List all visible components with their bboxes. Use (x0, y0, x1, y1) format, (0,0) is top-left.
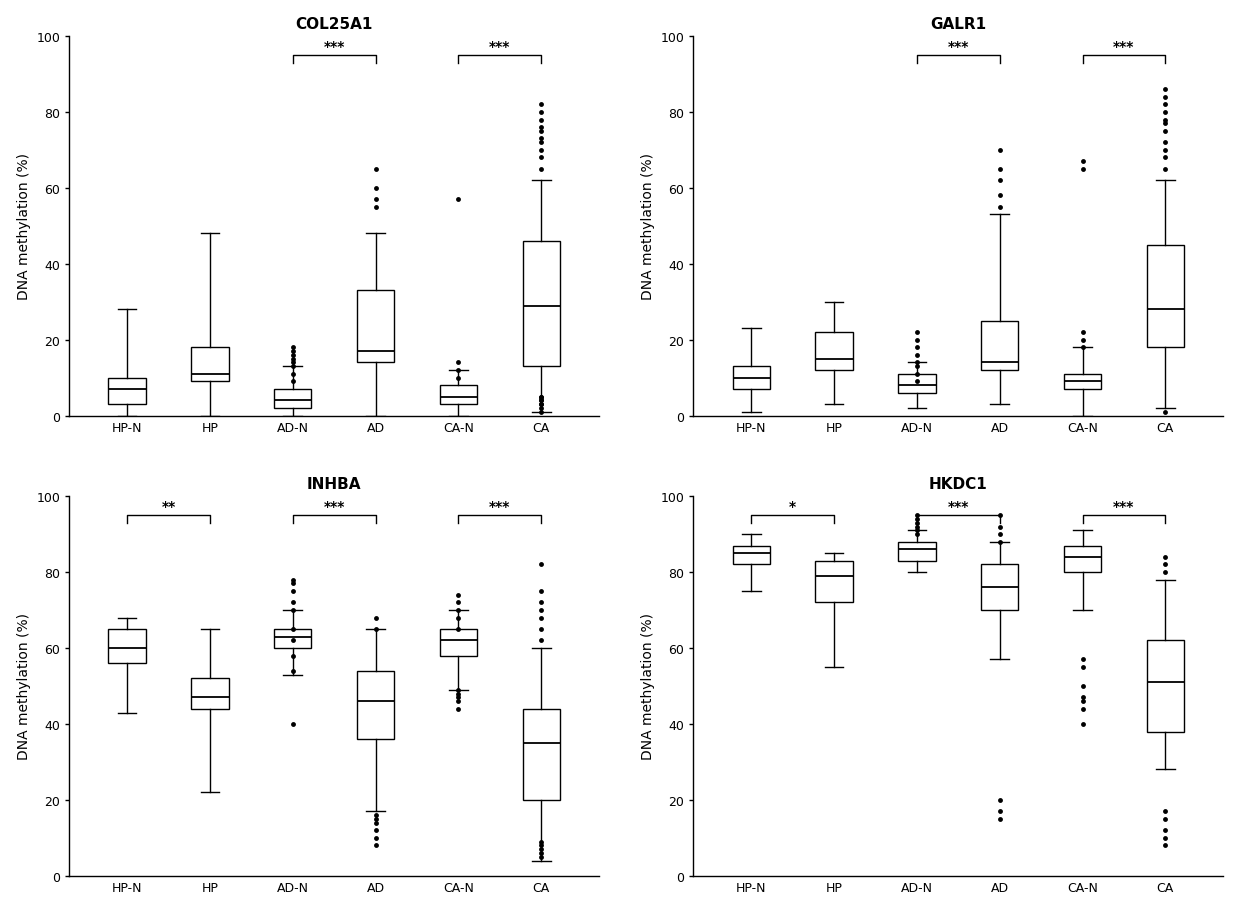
Text: *: * (789, 500, 796, 514)
Text: ***: *** (947, 500, 968, 514)
PathPatch shape (733, 367, 770, 390)
Title: COL25A1: COL25A1 (295, 16, 373, 32)
Text: ***: *** (947, 40, 968, 54)
PathPatch shape (981, 565, 1018, 610)
PathPatch shape (191, 679, 228, 709)
PathPatch shape (522, 241, 559, 367)
Y-axis label: DNA methylation (%): DNA methylation (%) (16, 613, 31, 760)
PathPatch shape (1064, 374, 1101, 390)
PathPatch shape (274, 390, 311, 408)
PathPatch shape (191, 348, 228, 382)
Title: HKDC1: HKDC1 (929, 476, 988, 491)
PathPatch shape (898, 542, 935, 561)
PathPatch shape (522, 709, 559, 800)
PathPatch shape (816, 561, 853, 603)
PathPatch shape (357, 291, 394, 363)
PathPatch shape (108, 378, 146, 404)
Title: INHBA: INHBA (306, 476, 361, 491)
Y-axis label: DNA methylation (%): DNA methylation (%) (641, 613, 655, 760)
PathPatch shape (1064, 546, 1101, 572)
Text: **: ** (161, 500, 176, 514)
PathPatch shape (357, 671, 394, 740)
Y-axis label: DNA methylation (%): DNA methylation (%) (16, 153, 31, 300)
PathPatch shape (733, 546, 770, 565)
PathPatch shape (274, 630, 311, 649)
PathPatch shape (981, 322, 1018, 371)
PathPatch shape (440, 386, 477, 404)
PathPatch shape (1147, 640, 1184, 732)
PathPatch shape (816, 333, 853, 371)
Y-axis label: DNA methylation (%): DNA methylation (%) (641, 153, 655, 300)
PathPatch shape (108, 630, 146, 663)
Title: GALR1: GALR1 (930, 16, 986, 32)
PathPatch shape (440, 630, 477, 656)
Text: ***: *** (1114, 40, 1135, 54)
Text: ***: *** (489, 500, 511, 514)
Text: ***: *** (489, 40, 511, 54)
PathPatch shape (1147, 246, 1184, 348)
Text: ***: *** (1114, 500, 1135, 514)
Text: ***: *** (324, 500, 345, 514)
Text: ***: *** (324, 40, 345, 54)
PathPatch shape (898, 374, 935, 394)
